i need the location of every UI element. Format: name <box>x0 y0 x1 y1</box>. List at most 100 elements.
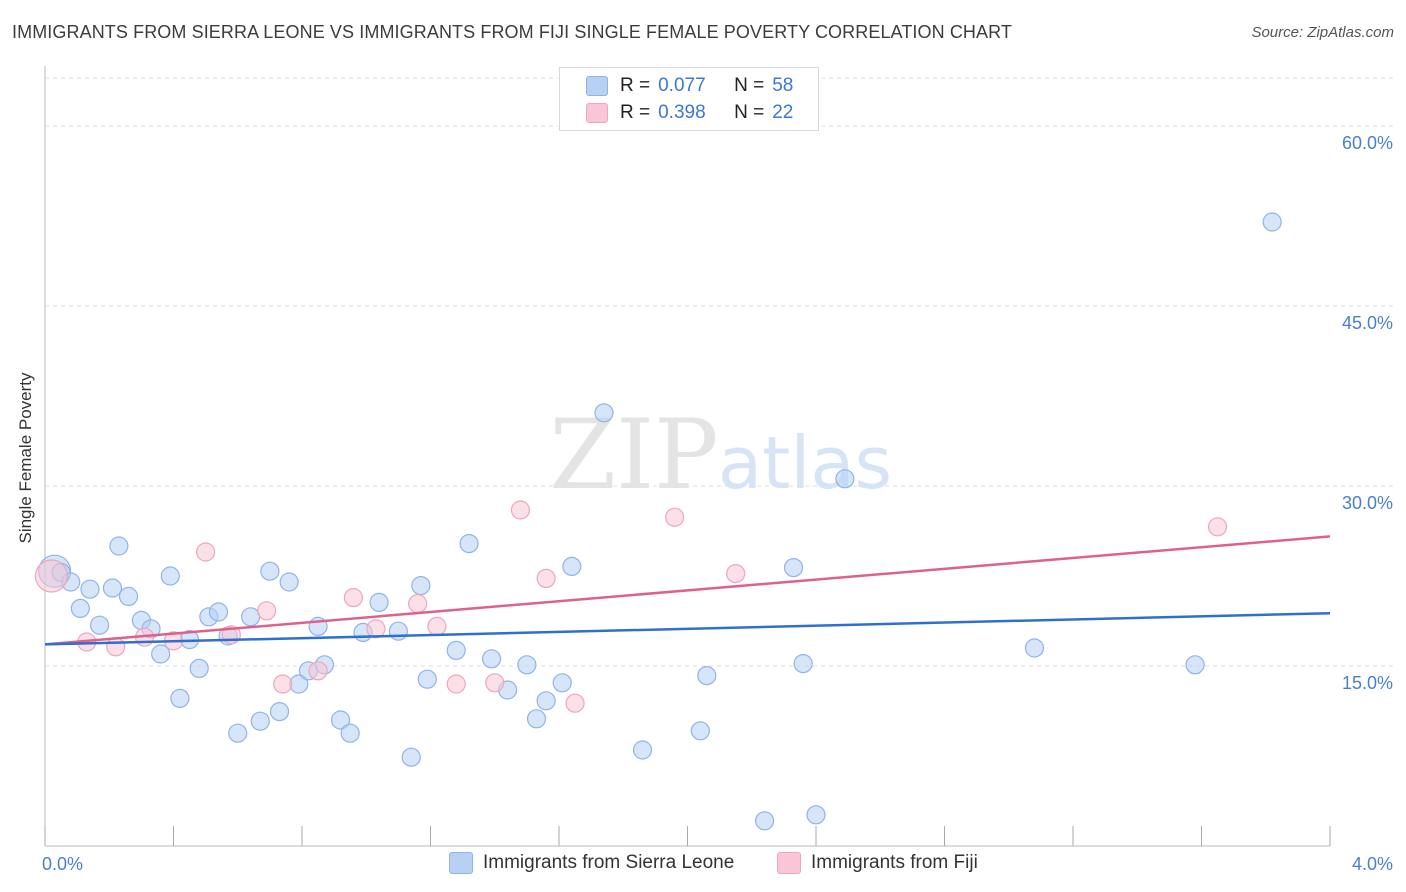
legend-n-label: N = <box>734 102 765 123</box>
data-point-sierra-leone <box>536 691 556 711</box>
legend-label-sierra-leone: Immigrants from Sierra Leone <box>483 852 735 873</box>
data-point-sierra-leone <box>401 747 421 767</box>
data-point-sierra-leone <box>417 669 437 689</box>
data-point-sierra-leone <box>526 709 547 729</box>
x-tick-label: 4.0% <box>1352 854 1393 874</box>
data-point-sierra-leone <box>1185 655 1205 675</box>
data-point-sierra-leone <box>754 811 775 831</box>
data-point-sierra-leone <box>690 721 710 741</box>
data-point-sierra-leone <box>228 723 248 743</box>
data-point-fiji <box>1207 517 1228 537</box>
trend-line-fiji <box>44 535 1331 646</box>
legend-n-value: 58 <box>772 75 794 96</box>
legend-swatch-pink <box>586 103 608 123</box>
data-point-fiji <box>726 563 746 584</box>
y-axis-tick-labels: 15.0% 30.0% 45.0% 60.0% <box>1342 133 1393 693</box>
legend-swatch-blue <box>586 76 608 96</box>
data-point-sierra-leone <box>793 653 813 674</box>
data-point-sierra-leone <box>90 615 110 635</box>
data-point-sierra-leone <box>1262 212 1282 232</box>
legend-swatch-blue <box>449 852 473 874</box>
data-point-sierra-leone <box>80 579 100 599</box>
trend-line-sierra-leone <box>44 611 1331 646</box>
legend-item-sierra-leone: Immigrants from Sierra Leone <box>449 852 734 874</box>
data-point-sierra-leone <box>632 740 653 760</box>
legend-r-label: R = <box>620 75 651 96</box>
data-point-sierra-leone <box>260 561 280 581</box>
data-point-fiji <box>308 661 328 681</box>
data-point-sierra-leone <box>340 723 360 743</box>
data-point-sierra-leone <box>835 469 855 489</box>
data-point-fiji <box>106 637 126 657</box>
data-point-sierra-leone <box>459 533 479 554</box>
y-tick-label: 30.0% <box>1342 493 1393 513</box>
data-point-sierra-leone <box>552 673 572 693</box>
series-fiji-points <box>34 500 1228 713</box>
data-point-sierra-leone <box>269 701 290 722</box>
legend-n-value: 22 <box>772 102 794 123</box>
legend-item-fiji: Immigrants from Fiji <box>777 852 978 874</box>
watermark-atlas: atlas <box>718 421 892 505</box>
trend-lines <box>44 535 1331 646</box>
data-point-fiji <box>34 559 69 593</box>
data-point-fiji <box>257 601 277 621</box>
data-point-fiji <box>665 507 685 527</box>
source-note: Source: ZipAtlas.com <box>1251 24 1394 41</box>
data-point-fiji <box>408 593 428 614</box>
x-axis-ticks <box>44 826 1331 846</box>
data-point-fiji <box>565 693 585 713</box>
correlation-legend: R = 0.077 N = 58 R = 0.398 N = 22 <box>559 67 819 131</box>
data-point-fiji <box>273 674 293 694</box>
y-tick-label: 15.0% <box>1342 673 1393 693</box>
data-point-sierra-leone <box>208 602 229 622</box>
data-point-sierra-leone <box>330 710 351 730</box>
data-point-fiji <box>196 542 216 562</box>
data-point-sierra-leone <box>189 658 209 679</box>
data-point-sierra-leone <box>446 640 466 661</box>
series-legend: Immigrants from Sierra Leone Immigrants … <box>0 852 1406 876</box>
legend-r-value: 0.077 <box>658 75 706 96</box>
legend-r-value: 0.398 <box>658 102 706 123</box>
data-point-fiji <box>536 568 556 589</box>
x-tick-label: 0.0% <box>42 854 83 874</box>
data-point-sierra-leone <box>241 607 261 627</box>
data-point-sierra-leone <box>481 649 502 669</box>
data-point-fiji <box>510 500 531 520</box>
watermark: ZIP atlas <box>549 399 892 511</box>
data-point-fiji <box>446 674 466 694</box>
data-point-sierra-leone <box>160 566 180 586</box>
legend-label-fiji: Immigrants from Fiji <box>811 852 978 873</box>
legend-n-label: N = <box>734 75 765 96</box>
data-point-sierra-leone <box>594 403 614 423</box>
legend-r-label: R = <box>620 102 651 123</box>
data-point-sierra-leone <box>369 592 389 613</box>
y-tick-label: 45.0% <box>1342 313 1393 333</box>
legend-swatch-pink <box>777 852 801 874</box>
data-point-fiji <box>427 616 447 637</box>
legend-row-sierra-leone: R = 0.077 N = 58 <box>586 74 793 98</box>
data-point-sierra-leone <box>806 805 826 825</box>
data-point-sierra-leone <box>279 572 299 592</box>
data-point-sierra-leone <box>517 655 537 675</box>
x-axis-tick-labels: 0.0% 4.0% <box>42 854 1393 874</box>
data-point-sierra-leone <box>170 688 190 709</box>
data-point-sierra-leone <box>70 598 90 619</box>
data-point-sierra-leone <box>109 536 129 556</box>
data-point-fiji <box>485 673 505 693</box>
data-point-sierra-leone <box>697 665 717 686</box>
watermark-zip: ZIP <box>549 399 718 511</box>
data-point-sierra-leone <box>118 586 139 607</box>
chart-title: IMMIGRANTS FROM SIERRA LEONE VS IMMIGRAN… <box>12 22 1012 42</box>
data-point-sierra-leone <box>151 644 171 664</box>
data-point-sierra-leone <box>250 711 270 731</box>
gridlines <box>45 77 1394 667</box>
data-point-sierra-leone <box>1024 638 1045 658</box>
y-tick-label: 60.0% <box>1342 133 1393 153</box>
data-point-fiji <box>366 619 386 639</box>
data-point-sierra-leone <box>388 621 408 641</box>
data-point-sierra-leone <box>783 557 804 578</box>
data-point-sierra-leone <box>102 578 123 598</box>
legend-row-fiji: R = 0.398 N = 22 <box>586 101 793 125</box>
data-point-sierra-leone <box>411 575 431 596</box>
